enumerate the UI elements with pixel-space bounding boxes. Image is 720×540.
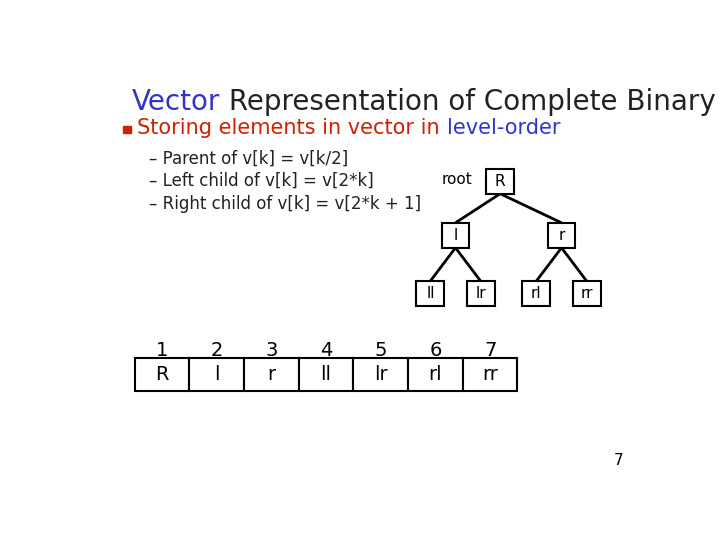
Text: rl: rl xyxy=(428,365,442,384)
FancyBboxPatch shape xyxy=(416,281,444,306)
Text: rl: rl xyxy=(531,286,541,301)
FancyBboxPatch shape xyxy=(189,358,244,391)
Text: R: R xyxy=(495,174,505,188)
FancyBboxPatch shape xyxy=(467,281,495,306)
Text: 6: 6 xyxy=(429,341,441,360)
Text: 4: 4 xyxy=(320,341,332,360)
FancyBboxPatch shape xyxy=(299,358,354,391)
FancyBboxPatch shape xyxy=(135,358,189,391)
Text: – Left child of v[k] = v[2*k]: – Left child of v[k] = v[2*k] xyxy=(148,172,374,190)
Text: 3: 3 xyxy=(265,341,277,360)
Text: 1: 1 xyxy=(156,341,168,360)
FancyBboxPatch shape xyxy=(354,358,408,391)
FancyBboxPatch shape xyxy=(463,358,518,391)
Text: 7: 7 xyxy=(613,453,623,468)
Text: r: r xyxy=(558,228,564,243)
FancyBboxPatch shape xyxy=(572,281,600,306)
Text: 7: 7 xyxy=(484,341,496,360)
Text: Vector: Vector xyxy=(132,87,220,116)
Text: – Parent of v[k] = v[k/2]: – Parent of v[k] = v[k/2] xyxy=(148,150,348,167)
Text: l: l xyxy=(214,365,220,384)
Text: 5: 5 xyxy=(374,341,387,360)
Text: – Right child of v[k] = v[2*k + 1]: – Right child of v[k] = v[2*k + 1] xyxy=(148,195,420,213)
Text: root: root xyxy=(441,172,472,187)
Text: level-order: level-order xyxy=(446,118,560,138)
Text: ll: ll xyxy=(320,365,331,384)
FancyBboxPatch shape xyxy=(523,281,550,306)
Bar xyxy=(124,126,131,133)
Text: rr: rr xyxy=(580,286,593,301)
Text: lr: lr xyxy=(475,286,486,301)
FancyBboxPatch shape xyxy=(408,358,463,391)
FancyBboxPatch shape xyxy=(244,358,299,391)
FancyBboxPatch shape xyxy=(441,223,469,248)
Text: rr: rr xyxy=(482,365,498,384)
FancyBboxPatch shape xyxy=(547,223,575,248)
Text: Storing elements in vector in: Storing elements in vector in xyxy=(138,118,446,138)
FancyBboxPatch shape xyxy=(486,168,514,194)
Text: ll: ll xyxy=(426,286,435,301)
Text: lr: lr xyxy=(374,365,387,384)
Text: r: r xyxy=(267,365,276,384)
Text: l: l xyxy=(454,228,458,243)
Text: 2: 2 xyxy=(210,341,223,360)
Text: Representation of Complete Binary Tree: Representation of Complete Binary Tree xyxy=(220,87,720,116)
Text: R: R xyxy=(156,365,168,384)
